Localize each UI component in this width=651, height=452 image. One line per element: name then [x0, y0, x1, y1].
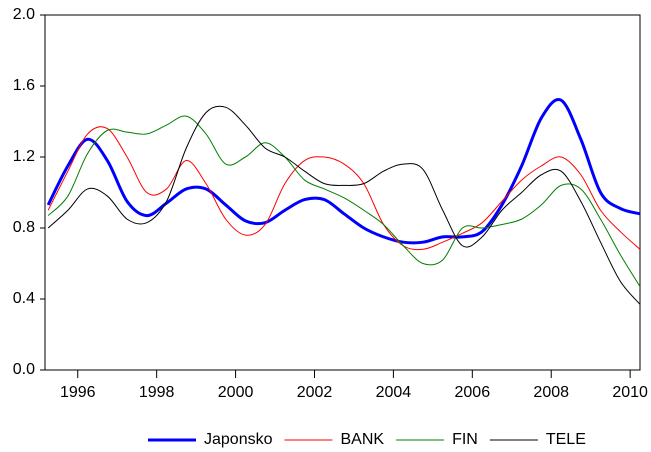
x-tick-label: 2002: [297, 384, 333, 401]
legend-label: Japonsko: [204, 431, 273, 448]
y-tick-label: 1.2: [13, 148, 35, 165]
series-line: [47, 105, 641, 305]
x-tick-label: 2004: [376, 384, 412, 401]
y-tick-label: 0.4: [13, 290, 35, 307]
series-line: [47, 115, 641, 287]
plot-frame: [44, 14, 641, 371]
series-line: [46, 98, 641, 245]
y-tick-label: 1.6: [13, 77, 35, 94]
x-tick-label: 2008: [533, 384, 569, 401]
legend-label: TELE: [546, 431, 586, 448]
y-tick-label: 0.0: [13, 361, 35, 378]
x-tick-label: 2010: [612, 384, 648, 401]
x-tick-label: 2000: [218, 384, 254, 401]
y-tick-label: 0.8: [13, 219, 35, 236]
x-tick-label: 1996: [60, 384, 96, 401]
legend-label: BANK: [341, 431, 385, 448]
x-tick-label: 2006: [455, 384, 491, 401]
y-tick-label: 2.0: [13, 6, 35, 23]
series-line: [47, 126, 641, 251]
x-tick-label: 1998: [139, 384, 175, 401]
legend-label: FIN: [452, 431, 478, 448]
